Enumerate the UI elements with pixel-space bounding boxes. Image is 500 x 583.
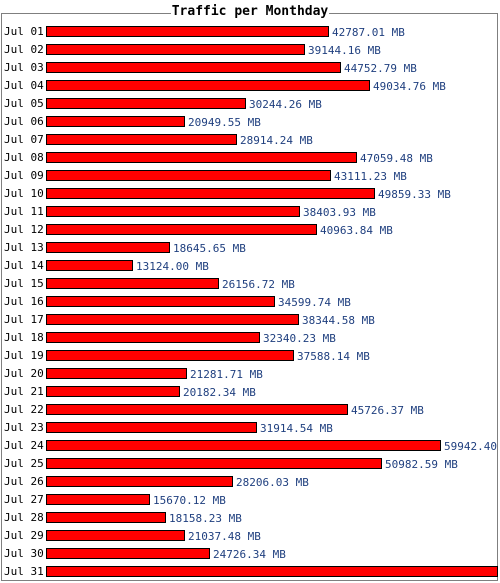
value-label: 49859.33 MB (378, 188, 451, 201)
day-label: Jul 19 (4, 349, 44, 362)
day-label: Jul 22 (4, 403, 44, 416)
day-label: Jul 16 (4, 295, 44, 308)
value-label: 28206.03 MB (236, 476, 309, 489)
value-label: 38403.93 MB (303, 206, 376, 219)
traffic-bar (46, 98, 246, 109)
traffic-bar (46, 116, 185, 127)
value-label: 32340.23 MB (263, 332, 336, 345)
day-label: Jul 18 (4, 331, 44, 344)
traffic-bar (46, 206, 300, 217)
day-label: Jul 20 (4, 367, 44, 380)
day-label: Jul 10 (4, 187, 44, 200)
value-label: 30244.26 MB (249, 98, 322, 111)
traffic-bar (46, 350, 294, 361)
traffic-bar (46, 62, 341, 73)
value-label: 20182.34 MB (183, 386, 256, 399)
value-label: 24726.34 MB (213, 548, 286, 561)
day-label: Jul 09 (4, 169, 44, 182)
day-label: Jul 03 (4, 61, 44, 74)
value-label: 39144.16 MB (308, 44, 381, 57)
value-label: 18158.23 MB (169, 512, 242, 525)
day-label: Jul 01 (4, 25, 44, 38)
day-label: Jul 08 (4, 151, 44, 164)
traffic-bar (46, 404, 348, 415)
value-label: 42787.01 MB (332, 26, 405, 39)
value-label: 20949.55 MB (188, 116, 261, 129)
value-label: 28914.24 MB (240, 134, 313, 147)
traffic-bar (46, 512, 166, 523)
traffic-bar (46, 170, 331, 181)
day-label: Jul 15 (4, 277, 44, 290)
value-label: 21037.48 MB (188, 530, 261, 543)
day-label: Jul 21 (4, 385, 44, 398)
value-label: 37588.14 MB (297, 350, 370, 363)
traffic-bar (46, 314, 299, 325)
day-label: Jul 23 (4, 421, 44, 434)
traffic-bar (46, 296, 275, 307)
value-label: 47059.48 MB (360, 152, 433, 165)
day-label: Jul 31 (4, 565, 44, 578)
traffic-bar (46, 242, 170, 253)
value-label: 50982.59 MB (385, 458, 458, 471)
day-label: Jul 06 (4, 115, 44, 128)
chart-title-text: Traffic per Monthday (170, 4, 330, 19)
value-label: 59942.40 MB (444, 440, 500, 453)
day-label: Jul 27 (4, 493, 44, 506)
value-label: 31914.54 MB (260, 422, 333, 435)
day-label: Jul 02 (4, 43, 44, 56)
traffic-bar (46, 368, 187, 379)
traffic-bar (46, 530, 185, 541)
traffic-bar (46, 440, 441, 451)
value-label: 34599.74 MB (278, 296, 351, 309)
traffic-bar (46, 332, 260, 343)
day-label: Jul 13 (4, 241, 44, 254)
day-label: Jul 07 (4, 133, 44, 146)
value-label: 13124.00 MB (136, 260, 209, 273)
day-label: Jul 25 (4, 457, 44, 470)
value-label: 40963.84 MB (320, 224, 393, 237)
traffic-bar (46, 422, 257, 433)
traffic-bar (46, 566, 498, 577)
traffic-bar (46, 458, 382, 469)
value-label: 44752.79 MB (344, 62, 417, 75)
day-label: Jul 04 (4, 79, 44, 92)
chart-title: Traffic per Monthday (0, 4, 500, 20)
traffic-bar (46, 26, 329, 37)
value-label: 49034.76 MB (373, 80, 446, 93)
value-label: 21281.71 MB (190, 368, 263, 381)
day-label: Jul 24 (4, 439, 44, 452)
traffic-bar (46, 44, 305, 55)
value-label: 26156.72 MB (222, 278, 295, 291)
day-label: Jul 11 (4, 205, 44, 218)
day-label: Jul 17 (4, 313, 44, 326)
traffic-bar (46, 188, 375, 199)
traffic-bar (46, 224, 317, 235)
traffic-bar (46, 134, 237, 145)
traffic-bar (46, 260, 133, 271)
value-label: 18645.65 MB (173, 242, 246, 255)
day-label: Jul 26 (4, 475, 44, 488)
day-label: Jul 14 (4, 259, 44, 272)
traffic-bar (46, 548, 210, 559)
traffic-bar (46, 278, 219, 289)
day-label: Jul 05 (4, 97, 44, 110)
value-label: 15670.12 MB (153, 494, 226, 507)
traffic-bar (46, 476, 233, 487)
traffic-bar (46, 80, 370, 91)
traffic-bar (46, 152, 357, 163)
day-label: Jul 28 (4, 511, 44, 524)
value-label: 38344.58 MB (302, 314, 375, 327)
traffic-bar (46, 494, 150, 505)
day-label: Jul 30 (4, 547, 44, 560)
day-label: Jul 12 (4, 223, 44, 236)
value-label: 45726.37 MB (351, 404, 424, 417)
traffic-bar (46, 386, 180, 397)
day-label: Jul 29 (4, 529, 44, 542)
value-label: 43111.23 MB (334, 170, 407, 183)
